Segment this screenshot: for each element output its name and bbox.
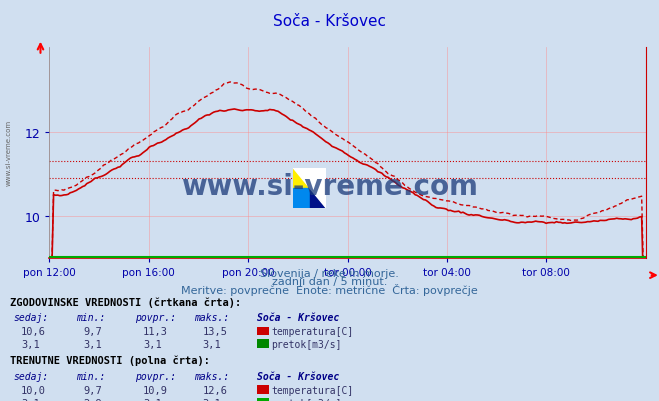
- Text: min.:: min.:: [76, 313, 105, 322]
- Polygon shape: [293, 168, 326, 209]
- Text: min.:: min.:: [76, 371, 105, 381]
- Text: Soča - Kršovec: Soča - Kršovec: [273, 14, 386, 29]
- Text: 3,1: 3,1: [21, 398, 40, 401]
- Text: 13,5: 13,5: [202, 327, 227, 336]
- Text: 3,1: 3,1: [202, 340, 221, 349]
- Text: 3,1: 3,1: [21, 340, 40, 349]
- Text: 10,0: 10,0: [21, 385, 46, 395]
- Text: 3,1: 3,1: [84, 340, 102, 349]
- Text: sedaj:: sedaj:: [13, 371, 48, 381]
- Text: ZGODOVINSKE VREDNOSTI (črtkana črta):: ZGODOVINSKE VREDNOSTI (črtkana črta):: [10, 296, 241, 307]
- Bar: [310, 168, 326, 188]
- Text: 9,7: 9,7: [84, 327, 102, 336]
- Text: 10,9: 10,9: [143, 385, 168, 395]
- Text: www.si-vreme.com: www.si-vreme.com: [181, 172, 478, 200]
- Text: Slovenija / reke in morje.: Slovenija / reke in morje.: [260, 269, 399, 278]
- Bar: [293, 188, 310, 209]
- Text: sedaj:: sedaj:: [13, 313, 48, 322]
- Text: 12,6: 12,6: [202, 385, 227, 395]
- Text: 3,1: 3,1: [143, 340, 161, 349]
- Text: 10,6: 10,6: [21, 327, 46, 336]
- Text: Soča - Kršovec: Soča - Kršovec: [257, 313, 339, 322]
- Text: pretok[m3/s]: pretok[m3/s]: [272, 340, 342, 349]
- Text: povpr.:: povpr.:: [135, 313, 176, 322]
- Bar: [293, 168, 310, 188]
- Text: maks.:: maks.:: [194, 313, 229, 322]
- Text: temperatura[C]: temperatura[C]: [272, 385, 354, 395]
- Text: 3,1: 3,1: [143, 398, 161, 401]
- Text: pretok[m3/s]: pretok[m3/s]: [272, 398, 342, 401]
- Text: 9,7: 9,7: [84, 385, 102, 395]
- Bar: [310, 188, 326, 209]
- Text: povpr.:: povpr.:: [135, 371, 176, 381]
- Text: Meritve: povprečne  Enote: metrične  Črta: povprečje: Meritve: povprečne Enote: metrične Črta:…: [181, 284, 478, 296]
- Text: TRENUTNE VREDNOSTI (polna črta):: TRENUTNE VREDNOSTI (polna črta):: [10, 354, 210, 365]
- Text: Soča - Kršovec: Soča - Kršovec: [257, 371, 339, 381]
- Text: 2,9: 2,9: [84, 398, 102, 401]
- Text: www.si-vreme.com: www.si-vreme.com: [5, 119, 12, 185]
- Text: 3,1: 3,1: [202, 398, 221, 401]
- Text: temperatura[C]: temperatura[C]: [272, 327, 354, 336]
- Text: 11,3: 11,3: [143, 327, 168, 336]
- Text: zadnji dan / 5 minut.: zadnji dan / 5 minut.: [272, 277, 387, 286]
- Text: maks.:: maks.:: [194, 371, 229, 381]
